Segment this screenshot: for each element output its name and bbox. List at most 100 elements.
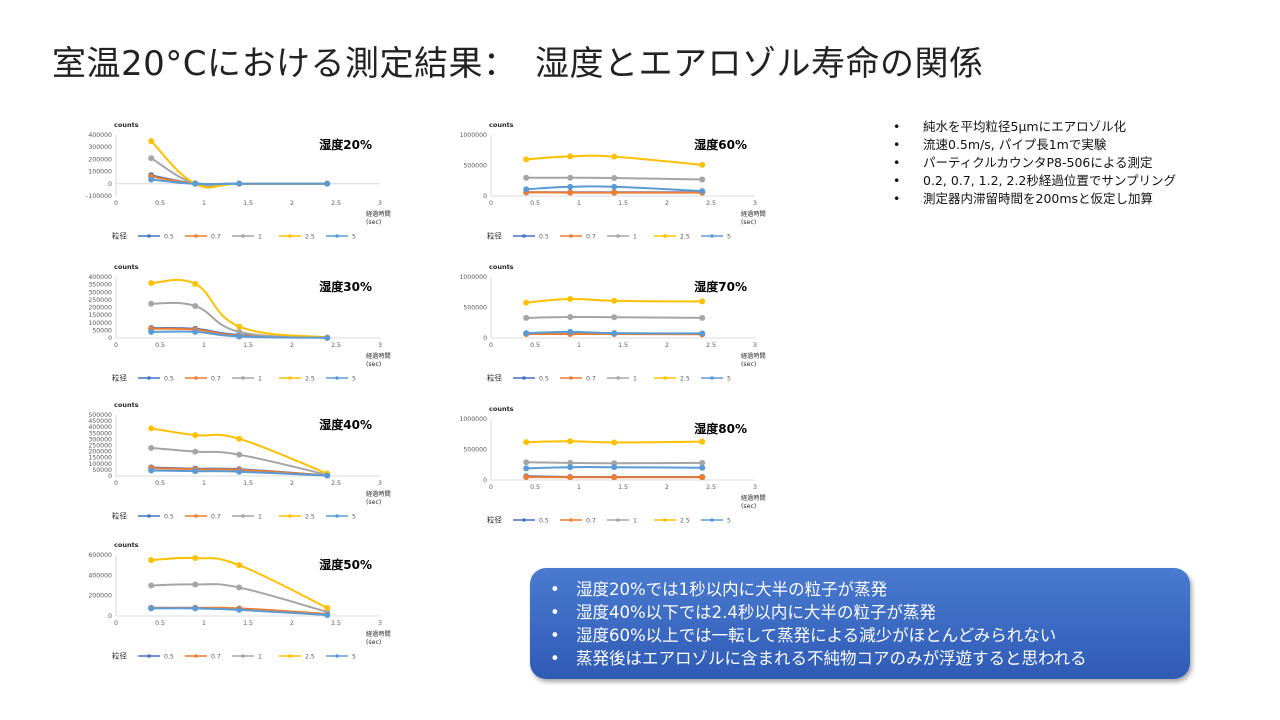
series-line	[151, 330, 328, 339]
series-line	[526, 440, 703, 444]
summary-item: 湿度40%以下では2.4秒以内に大半の粒子が蒸発	[550, 601, 1180, 624]
x-tick-label: 2.5	[331, 620, 341, 627]
y-tick-label: 300000	[88, 436, 112, 443]
data-point	[523, 299, 530, 306]
data-point	[192, 605, 199, 612]
y-axis-label: counts	[489, 405, 514, 413]
legend-label: 0.5	[164, 376, 174, 383]
data-point	[611, 175, 618, 182]
x-tick-label: 2	[290, 342, 294, 349]
data-point	[699, 464, 706, 471]
legend-marker	[569, 234, 573, 238]
y-tick-label: 0	[483, 477, 487, 484]
page-title: 室温20°Cにおける測定結果： 湿度とエアロゾル寿命の関係	[52, 44, 984, 84]
y-tick-label: -100000	[86, 193, 112, 200]
data-point	[236, 562, 243, 569]
x-tick-label: 2	[665, 342, 669, 349]
legend-marker	[569, 518, 573, 522]
legend-marker	[194, 514, 198, 518]
series-line	[151, 446, 328, 476]
y-tick-label: 400000	[88, 274, 112, 281]
data-point	[523, 186, 530, 193]
y-tick-label: 500000	[463, 305, 487, 312]
x-tick-label: 0	[114, 620, 118, 627]
data-point	[192, 302, 199, 309]
x-tick-label: 1.5	[618, 342, 628, 349]
chart-humidity-80: 0 500000 1000000 0 0.5 1 1.5 2 2.5 3 counts 経過時間(se…	[455, 402, 795, 527]
legend-label: 5	[352, 376, 356, 383]
y-axis-label: counts	[489, 121, 514, 129]
legend-label: 0.7	[211, 376, 221, 383]
legend-marker	[569, 376, 573, 380]
legend-label: 2.5	[680, 518, 690, 525]
legend-title: 粒径	[112, 373, 127, 383]
legend-marker	[710, 518, 714, 522]
series-line	[526, 330, 703, 335]
y-tick-label: 400000	[88, 132, 112, 139]
x-tick-label: 1.5	[618, 484, 628, 491]
x-tick-label: 2.5	[706, 342, 716, 349]
x-tick-label: 3	[378, 480, 382, 487]
x-tick-label: 0.5	[530, 200, 540, 207]
legend-label: 0.5	[164, 234, 174, 241]
data-point	[236, 180, 243, 187]
x-tick-label: 2.5	[706, 200, 716, 207]
data-point	[148, 582, 155, 589]
series-line	[526, 466, 703, 470]
legend-marker	[194, 234, 198, 238]
y-axis-label: counts	[114, 121, 139, 129]
x-tick-label: 0.5	[530, 484, 540, 491]
legend-marker	[522, 518, 526, 522]
data-point	[192, 180, 199, 187]
series-line	[526, 185, 703, 193]
series-line	[526, 461, 703, 465]
legend-marker	[616, 518, 620, 522]
legend-marker	[710, 234, 714, 238]
data-point	[192, 581, 199, 588]
data-point	[148, 444, 155, 451]
data-point	[699, 188, 706, 195]
y-axis-label: counts	[114, 541, 139, 549]
legend-marker	[147, 234, 151, 238]
y-tick-label: 400000	[88, 424, 112, 431]
legend-marker	[522, 376, 526, 380]
data-point	[567, 328, 574, 335]
legend-marker	[335, 654, 339, 658]
x-tick-label: 3	[378, 620, 382, 627]
data-point	[523, 174, 530, 181]
legend-marker	[241, 654, 245, 658]
chart-svg: 0 500000 1000000 0 0.5 1 1.5 2 2.5 3 counts 経過時間(se…	[459, 263, 765, 383]
data-point	[148, 155, 155, 162]
legend-label: 1	[633, 234, 637, 241]
y-tick-label: 0	[108, 335, 112, 342]
legend-label: 0.7	[211, 514, 221, 521]
legend-marker	[288, 234, 292, 238]
x-tick-label: 0.5	[155, 620, 165, 627]
legend-marker	[288, 654, 292, 658]
series-line	[151, 583, 328, 613]
data-point	[523, 459, 530, 466]
x-tick-label: 0.5	[530, 342, 540, 349]
y-tick-label: 100000	[88, 169, 112, 176]
legend-marker	[147, 654, 151, 658]
series-line	[151, 427, 328, 475]
x-tick-label: 0	[489, 200, 493, 207]
data-point	[236, 328, 243, 335]
legend-title: 粒径	[112, 651, 127, 661]
x-tick-label: 1	[202, 200, 206, 207]
legend-label: 0.5	[164, 514, 174, 521]
x-tick-label: 3	[378, 200, 382, 207]
data-point	[699, 459, 706, 466]
data-point	[611, 153, 618, 160]
data-point	[611, 183, 618, 190]
legend-marker	[241, 376, 245, 380]
data-point	[567, 183, 574, 190]
legend-label: 5	[727, 376, 731, 383]
y-tick-label: 400000	[88, 572, 112, 579]
legend-marker	[616, 376, 620, 380]
legend-label: 2.5	[305, 234, 315, 241]
legend-label: 1	[258, 376, 262, 383]
x-tick-label: 2	[290, 480, 294, 487]
legend-marker	[241, 234, 245, 238]
data-point	[236, 323, 243, 330]
